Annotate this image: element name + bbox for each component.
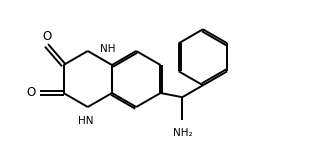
Text: NH₂: NH₂ [173,128,192,138]
Text: HN: HN [78,116,94,126]
Text: NH: NH [100,44,115,54]
Text: O: O [42,30,51,43]
Text: O: O [26,86,35,100]
